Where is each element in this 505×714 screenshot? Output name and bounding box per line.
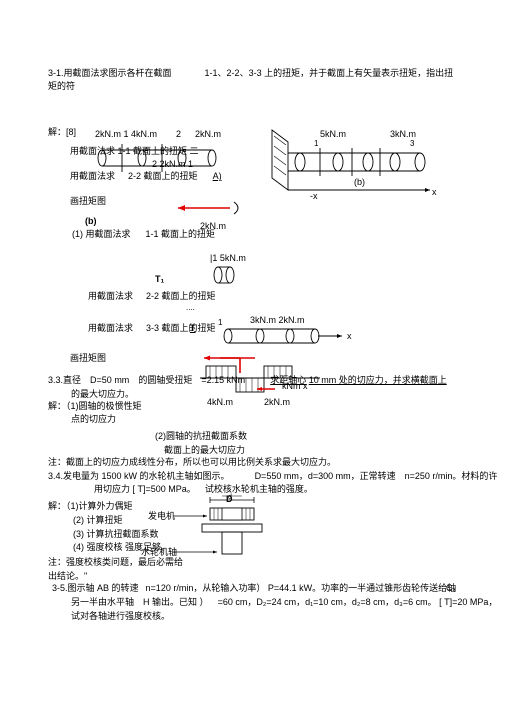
p35-2c: =60 cm，D₂=24 cm，d₁=10 cm，d₂=8 cm，d₃=6 cm…: [218, 597, 498, 607]
prob33-dtm: 画扭矩图: [70, 352, 106, 366]
figc-m3: 3kN.m 2kN.m: [250, 314, 305, 328]
p33-1c: 的圆轴受扭矩: [138, 375, 192, 385]
figc-x: x: [347, 330, 352, 344]
p35-3: 试对各轴进行强度校核。: [71, 610, 170, 624]
p33-1b: D=50 mm: [90, 375, 129, 385]
red-short-arrows: [255, 385, 285, 397]
figa-line3: 画扭矩图: [70, 195, 106, 209]
partb-label: (b): [85, 215, 97, 229]
small-shaft-1: [200, 261, 240, 289]
figb-minusx: -x: [310, 190, 318, 204]
p33-1a: 3.3.直径: [48, 375, 81, 385]
p33-mom4: 4kN.m: [207, 396, 233, 410]
p34-gen: 发电机: [148, 510, 175, 524]
p35-2b: H 输出。已知 ）: [143, 597, 209, 607]
p34-2b: 试校核水轮机主轴的强度。: [205, 484, 313, 494]
note2: 注：强度校核类问题，最后必需给: [48, 556, 183, 570]
partb-2a: 用截面法求: [88, 291, 133, 301]
svg-text:1: 1: [314, 139, 319, 148]
figa-t2: 2kN.m: [195, 128, 221, 142]
figa-l2c: 2-2 截面上的扭矩: [128, 171, 198, 181]
partb-3a: 用截面法求: [88, 323, 133, 333]
s34-2: (2) 计算扭矩: [73, 514, 123, 528]
partb-1b: 1-1 截面上的扭矩: [146, 229, 216, 239]
figb-t1: 5kN.m: [320, 128, 346, 142]
p33-mom: kNm x: [282, 380, 308, 394]
p35-1a: 3-5.图示轴 AB 的转速: [52, 583, 139, 593]
p35-1b: n=120 r/min，从轮输入功率）: [146, 583, 266, 593]
s34-3: (3) 计算抗扭截面系数: [73, 528, 159, 542]
p35-2a: 另一半由水平轴: [71, 597, 134, 607]
s33-3: (2)圆轴的抗扭截面系数: [155, 430, 247, 444]
figa-line1: 用截面法求 1-1 截面上的扭矩 二: [70, 145, 199, 159]
figb-x: x: [432, 186, 437, 200]
figa-t1: 2kN.m 1 4kN.m: [95, 128, 157, 142]
p34-1b: D=550 mm，d=300 mm，正常转速: [255, 471, 396, 481]
p34-1c: n=250 r/min。材料的许: [405, 471, 498, 481]
red-arrow-diagram: [170, 198, 250, 220]
p35-1d: C，: [446, 582, 462, 596]
partb-1a: (1) 用截面法求: [72, 229, 131, 239]
note1: 注：截面上的切应力成线性分布，所以也可以用比例关系求最大切应力。: [48, 456, 336, 470]
partb-2b: 2-2 截面上的扭矩: [146, 291, 216, 301]
leader-arrow-2: [173, 513, 213, 523]
prob31-title-a: 3-1.用截面法求图示各杆在截面: [48, 68, 172, 78]
figa-sec2: 2: [176, 128, 181, 142]
s34-4: (4) 强度校核 强度足够。: [73, 541, 170, 555]
p35-1c: P=44.1 kW。功率的一半通过锥形齿轮传送给轴: [268, 583, 456, 593]
partb-ti: T₁: [155, 273, 164, 287]
s33-2: 点的切应力: [71, 413, 116, 427]
figa-l2b: 用截面法求: [70, 171, 115, 181]
svg-text:1: 1: [218, 318, 223, 327]
s34-1: 解：（1)计算外力偶矩: [48, 500, 133, 514]
p34-D: D: [226, 493, 233, 507]
s33-1: 解：（1)圆轴的极惯性矩: [48, 400, 142, 414]
figb-label: (b): [354, 176, 365, 190]
p34-2a: 用切应力 [ T]=500 MPa。: [94, 484, 196, 494]
solution-label: 解：[8]: [48, 126, 78, 140]
p34-1a: 3.4.发电量为 1500 kW 的水轮机主轴如图示。: [48, 471, 230, 481]
figa-l2d: A): [213, 171, 222, 181]
figb-t2: 3kN.m: [390, 128, 416, 142]
